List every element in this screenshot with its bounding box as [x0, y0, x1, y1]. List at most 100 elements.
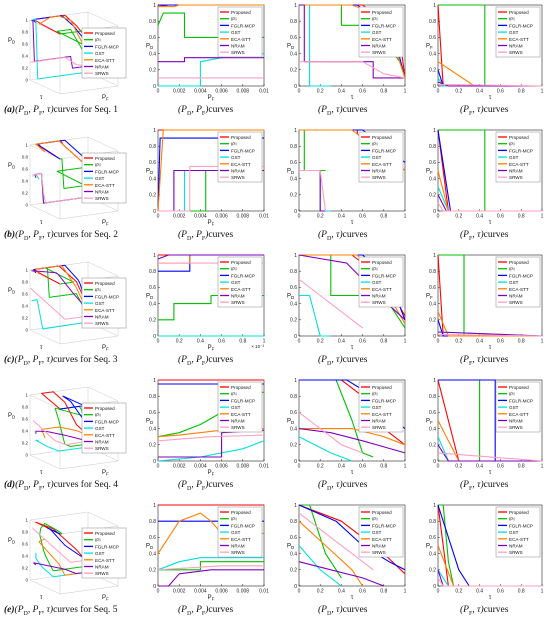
chart-seq3-pf-tau: 0 0.2 0.4 0.6 0.8 1 0 0.2 0.4 0.6 0.8 1 PF τ Proposed I…	[426, 253, 544, 351]
y-tick-label: 0.4	[429, 51, 436, 57]
y-tick-label: 0.6	[429, 535, 436, 541]
legend-label: SRWS	[231, 50, 245, 55]
legend-label: FGLR-MCP	[95, 294, 119, 299]
y-tick-label: 0.4	[149, 551, 156, 557]
x-axis-label: τ	[40, 220, 43, 226]
chart-seq4-pf-tau: 0 0.2 0.4 0.6 0.8 1 0 0.2 0.4 0.6 0.8 1 PF τ Proposed I…	[426, 378, 544, 476]
x-axis-label: τ	[489, 345, 492, 351]
legend-label: IPI	[95, 413, 101, 418]
series-gst	[299, 294, 331, 337]
x-tick-label: 0.4	[197, 339, 204, 345]
x-tick-label: 0.2	[176, 339, 183, 345]
x-tick-label: 0.8	[380, 214, 387, 220]
y-tick-label: 0.2	[149, 318, 156, 324]
x-axis-label: τ	[489, 470, 492, 476]
axis-box-edge	[29, 579, 61, 595]
series-gst	[157, 557, 264, 571]
legend-label: Proposed	[231, 260, 251, 265]
series-nram	[158, 569, 264, 587]
x-tick-label: 0.002	[173, 214, 186, 220]
x-tick-label: 0.6	[497, 89, 504, 95]
legend-label: Proposed	[509, 10, 529, 15]
y-tick-label: 0.8	[149, 394, 156, 400]
series-eca-stt	[298, 520, 364, 587]
legend-label: FGLR-MCP	[372, 398, 396, 403]
caption-letter: (e)	[4, 605, 15, 615]
y-tick-label: 0.6	[429, 410, 436, 416]
x-tick-label: 0.8	[380, 589, 387, 595]
x-tick-label: 0.6	[359, 89, 366, 95]
x-tick-label: 0.2	[455, 214, 462, 220]
y-tick-label: 0.6	[429, 285, 436, 291]
series-srws	[298, 411, 363, 454]
y-tick-label: 0	[153, 584, 156, 590]
x-tick-label: 0.6	[359, 339, 366, 345]
y-axis-label: PF	[426, 169, 433, 176]
y-tick-label: 0.4	[290, 426, 297, 432]
axis-box-edge	[59, 85, 119, 95]
chart-seq2-pd-pf: 0 0.2 0.4 0.6 0.8 1 0 0.002 0.004 0.006 0.008 0.01 P…	[146, 128, 269, 227]
caption-pd-pf: (PD, PF)curves	[178, 105, 234, 117]
caption-3d: (d)(PD, PF, τ)curves for Seq. 4	[4, 480, 118, 492]
y-tick-label: 0.8	[22, 530, 29, 535]
legend-label: Proposed	[509, 510, 529, 515]
caption-math: (P	[15, 480, 25, 490]
x-tick-label: 0.01	[259, 214, 269, 220]
legend-label: SRWS	[372, 175, 386, 180]
x-tick-label: 0.2	[317, 214, 324, 220]
legend-label: FGLR-MCP	[231, 148, 255, 153]
series-nram	[33, 562, 89, 575]
caption-math: (P	[15, 230, 25, 240]
y-tick-label: 0.2	[149, 193, 156, 199]
x-tick-label: 0	[298, 464, 301, 470]
legend-label: SRWS	[509, 425, 523, 430]
y-axis-label: PF	[426, 44, 433, 51]
legend-label: ECA-STT	[231, 537, 251, 542]
y-tick-label: 1	[26, 18, 29, 23]
x-axis-label: τ	[489, 220, 492, 226]
legend-label: SRWS	[95, 71, 109, 76]
legend-label: IPI	[95, 38, 101, 43]
legend-label: ECA-STT	[231, 287, 251, 292]
legend-label: NRAM	[372, 294, 386, 299]
legend-label: IPI	[372, 17, 378, 22]
x-tick-label: 0	[298, 339, 301, 345]
axis-box-edge	[59, 210, 119, 220]
x-tick-label: 0.008	[237, 89, 250, 95]
x-tick-label: 0.8	[380, 464, 387, 470]
legend-label: SRWS	[372, 550, 386, 555]
legend-label: IPI	[509, 517, 515, 522]
series-nram	[298, 428, 406, 454]
series-fglr-mcp	[46, 527, 89, 561]
series-srws	[437, 452, 543, 462]
x-tick-label: 1	[541, 214, 544, 220]
caption-letter: (d)	[4, 480, 16, 490]
legend-label: IPI	[509, 142, 515, 147]
x-tick-label: 0.8	[518, 339, 525, 345]
x-tick-label: 0.6	[497, 339, 504, 345]
series-ipi	[158, 561, 264, 571]
legend-label: NRAM	[95, 190, 109, 195]
series-eca-stt	[41, 426, 89, 439]
series-srws	[157, 434, 265, 442]
chart-seq4-pd-pf: 0 0.2 0.4 0.6 0.8 1 0 0.002 0.004 0.006 0.008 0.01 P…	[146, 378, 269, 477]
x-tick-label: 0.2	[455, 339, 462, 345]
x-axis-label: PF	[208, 470, 215, 477]
y-tick-label: 0	[294, 84, 297, 90]
legend-label: Proposed	[95, 281, 115, 286]
y-tick-label: 0.6	[290, 410, 297, 416]
z-axis-label: PF	[102, 470, 109, 477]
legend-label: FGLR-MCP	[509, 148, 533, 153]
series-gst	[32, 18, 89, 80]
x-axis-label: τ	[40, 345, 43, 351]
y-tick-label: 0	[294, 459, 297, 465]
series-srws	[437, 83, 543, 87]
chart-seq4-pd-tau: 0 0.2 0.4 0.6 0.8 1 0 0.2 0.4 0.6 0.8 1 PD τ Proposed I…	[287, 378, 407, 476]
